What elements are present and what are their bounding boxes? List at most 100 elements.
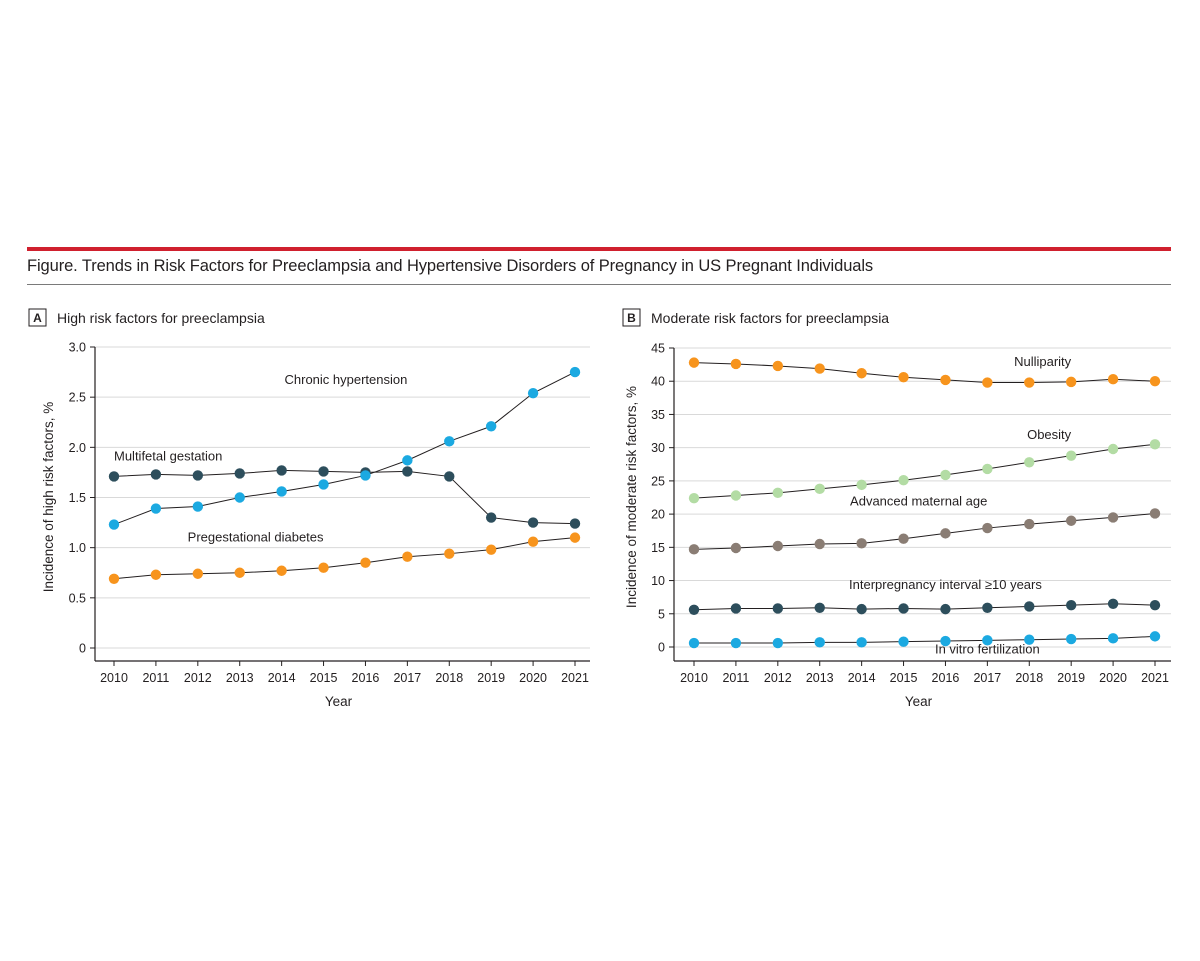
data-point [1024,634,1035,645]
data-point [856,479,867,491]
data-point [1024,377,1035,388]
x-tick-label: 2019 [477,671,505,685]
x-tick-label: 2011 [722,671,749,685]
data-point [108,573,120,584]
series-label: Chronic hypertension [285,372,408,387]
series-label: Advanced maternal age [850,493,987,508]
data-point [730,490,742,501]
x-tick-label: 2013 [226,671,254,685]
data-point [1107,374,1119,385]
panel-title: High risk factors for preeclampsia [57,310,265,326]
series-obesity: Obesity [688,427,1161,504]
x-tick-label: 2017 [393,671,421,685]
data-point [150,569,162,580]
data-point [814,363,825,374]
data-point [940,635,951,647]
data-point [1149,631,1161,642]
data-point [982,377,993,388]
data-point [569,518,581,529]
title-bottom-rule [27,284,1171,285]
data-point [814,602,825,613]
x-tick-label: 2012 [764,671,792,685]
data-point [856,538,867,549]
data-point [898,636,909,647]
x-tick-label: 2016 [352,671,380,685]
data-point [814,538,825,550]
data-point [192,470,204,481]
series-label: Pregestational diabetes [188,530,324,545]
series-line [113,469,576,525]
data-point [276,465,287,476]
data-point [688,637,700,649]
x-tick-label: 2020 [519,671,547,685]
data-point [730,358,742,370]
y-tick-label: 40 [651,375,665,389]
y-tick-label: 20 [651,508,665,522]
data-point [360,557,371,568]
data-point [940,374,951,386]
series-line [113,537,576,580]
y-tick-label: 1.0 [69,541,86,555]
data-point [569,532,581,543]
data-point [688,604,700,615]
data-point [1024,518,1035,530]
x-tick-label: 2016 [932,671,960,685]
data-point [982,602,993,613]
data-point [1065,376,1077,388]
y-tick-label: 5 [658,607,665,621]
data-point [108,471,120,482]
data-point [234,567,245,578]
data-point [234,492,245,503]
data-point [444,548,455,559]
y-tick-label: 10 [651,574,665,588]
series-in-vitro-fertilization: In vitro fertilization [688,631,1161,657]
panel-title: Moderate risk factors for preeclampsia [651,310,889,326]
y-tick-label: 25 [651,474,665,488]
chart-panel-b: B Moderate risk factors for preeclampsia 0… [622,308,1171,709]
series-label: Obesity [1027,427,1072,442]
y-tick-label: 1.5 [69,491,86,505]
data-point [772,603,784,614]
data-point [192,501,204,512]
data-point [856,603,867,615]
data-point [898,533,909,544]
panel-letter: A [33,311,42,325]
data-point [772,360,784,372]
data-point [527,536,539,547]
x-tick-label: 2017 [973,671,1001,685]
x-tick-label: 2014 [268,671,296,685]
series-line [113,371,576,526]
data-point [1065,599,1077,611]
data-point [318,562,329,573]
data-point [192,568,204,579]
series-line [693,443,1156,499]
data-point [814,483,825,495]
x-tick-label: 2018 [1015,671,1043,685]
data-point [898,372,909,383]
series-label: Interpregnancy interval ≥10 years [849,577,1042,592]
y-tick-label: 0.5 [69,591,86,605]
data-point [1024,457,1035,468]
x-tick-label: 2015 [890,671,918,685]
data-point [940,603,951,615]
data-point [527,387,539,399]
data-point [1149,376,1161,387]
figure-title: Figure. Trends in Risk Factors for Preec… [27,257,874,275]
data-point [940,528,951,539]
data-point [234,468,245,479]
title-top-rule [27,247,1171,251]
series-line [694,635,1156,644]
panel-letter-box [622,308,641,327]
data-point [444,471,455,482]
series-line [693,512,1156,550]
x-tick-label: 2019 [1057,671,1085,685]
x-tick-label: 2010 [100,671,128,685]
data-point [485,421,497,432]
data-point [276,486,287,497]
y-axis-label: Incidence of high risk factors, % [41,402,56,593]
data-point [1107,598,1119,610]
data-point [1107,633,1119,644]
x-tick-label: 2015 [310,671,338,685]
data-point [150,469,162,480]
